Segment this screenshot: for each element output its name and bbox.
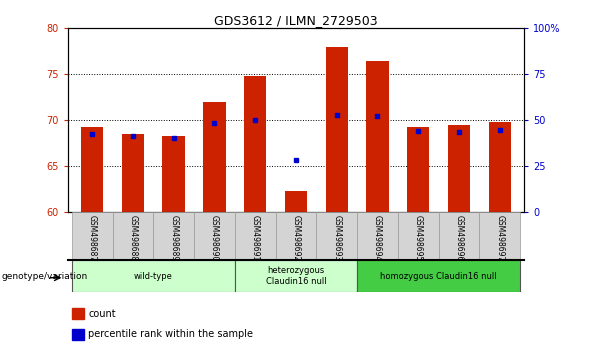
Text: GSM498696: GSM498696 bbox=[455, 215, 464, 261]
Bar bbox=[112, 212, 153, 260]
Bar bbox=[122, 134, 144, 212]
Bar bbox=[244, 76, 266, 212]
Text: GSM498695: GSM498695 bbox=[413, 215, 423, 261]
Text: GSM498692: GSM498692 bbox=[292, 215, 300, 261]
Bar bbox=[235, 260, 357, 292]
Text: GSM498693: GSM498693 bbox=[332, 215, 341, 261]
Text: GSM498689: GSM498689 bbox=[169, 215, 178, 261]
Text: GSM498687: GSM498687 bbox=[88, 215, 97, 261]
Bar bbox=[72, 329, 84, 340]
Bar bbox=[72, 212, 112, 260]
Bar bbox=[284, 191, 307, 212]
Bar bbox=[194, 212, 235, 260]
Bar bbox=[203, 102, 226, 212]
Bar bbox=[81, 127, 104, 212]
Bar bbox=[407, 127, 429, 212]
Bar bbox=[479, 212, 520, 260]
Text: wild-type: wild-type bbox=[134, 272, 173, 281]
Text: GSM498690: GSM498690 bbox=[210, 215, 219, 261]
Bar bbox=[235, 212, 276, 260]
Bar bbox=[357, 260, 520, 292]
Text: percentile rank within the sample: percentile rank within the sample bbox=[88, 329, 253, 339]
Text: GSM498688: GSM498688 bbox=[128, 215, 137, 261]
Bar bbox=[72, 260, 235, 292]
Text: genotype/variation: genotype/variation bbox=[1, 272, 87, 281]
Bar bbox=[439, 212, 479, 260]
Text: homozygous Claudin16 null: homozygous Claudin16 null bbox=[380, 272, 497, 281]
Bar bbox=[163, 136, 185, 212]
Bar bbox=[366, 61, 389, 212]
Bar bbox=[72, 308, 84, 319]
Bar bbox=[448, 125, 470, 212]
Text: GSM498691: GSM498691 bbox=[251, 215, 260, 261]
Title: GDS3612 / ILMN_2729503: GDS3612 / ILMN_2729503 bbox=[214, 14, 378, 27]
Bar bbox=[398, 212, 439, 260]
Bar bbox=[153, 212, 194, 260]
Bar bbox=[276, 212, 316, 260]
Bar bbox=[488, 122, 511, 212]
Bar bbox=[316, 212, 357, 260]
Text: count: count bbox=[88, 309, 116, 319]
Text: GSM498694: GSM498694 bbox=[373, 215, 382, 261]
Text: GSM498697: GSM498697 bbox=[495, 215, 504, 261]
Text: heterozygous
Claudin16 null: heterozygous Claudin16 null bbox=[266, 267, 326, 286]
Bar bbox=[357, 212, 398, 260]
Bar bbox=[326, 47, 348, 212]
